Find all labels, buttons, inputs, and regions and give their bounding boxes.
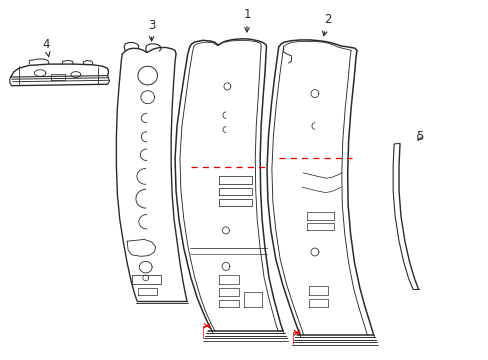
Text: 3: 3 — [147, 19, 155, 41]
Text: 5: 5 — [415, 130, 423, 143]
Text: 1: 1 — [243, 8, 250, 32]
Text: 2: 2 — [322, 13, 331, 36]
Text: 4: 4 — [42, 39, 50, 57]
